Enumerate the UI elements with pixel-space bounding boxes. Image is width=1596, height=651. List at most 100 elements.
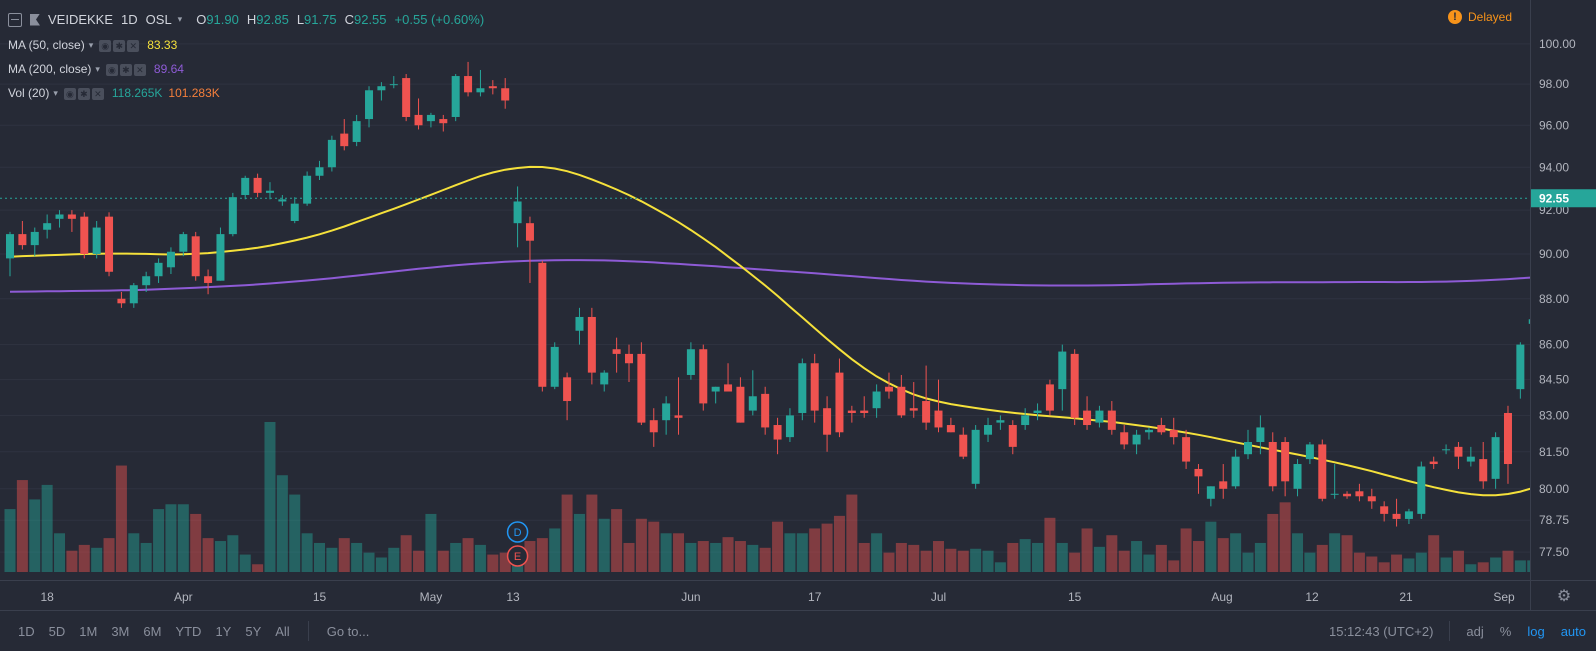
- time-tick-label: 13: [506, 590, 520, 604]
- symbol-name[interactable]: VEIDEKKE: [48, 12, 114, 27]
- ma50-label[interactable]: MA (50, close): [8, 38, 85, 52]
- eye-icon[interactable]: ◉: [99, 40, 112, 52]
- chart-area[interactable]: DEE VEIDEKKE 1D OSL ▾ O91.90 H92.85 L91.…: [0, 0, 1530, 580]
- log-toggle[interactable]: log: [1527, 623, 1545, 639]
- candle-body: [550, 346, 559, 387]
- candle-body: [340, 133, 349, 147]
- gear-icon[interactable]: ✱: [113, 40, 126, 52]
- ma200-line: [9, 259, 1530, 293]
- candle-body: [686, 349, 695, 375]
- range-ytd-button[interactable]: YTD: [175, 623, 202, 639]
- candle-body: [18, 234, 27, 246]
- volume-bar: [177, 504, 189, 572]
- volume-bar: [29, 499, 41, 572]
- candle-body: [835, 372, 844, 433]
- collapse-icon[interactable]: [8, 12, 22, 27]
- volume-bar: [1391, 554, 1403, 572]
- gear-icon[interactable]: ✱: [119, 64, 132, 76]
- chevron-down-icon[interactable]: ▾: [88, 39, 94, 50]
- volume-bar: [214, 541, 226, 572]
- candle-body: [785, 415, 794, 438]
- range-5d-button[interactable]: 5D: [48, 623, 66, 639]
- volume-bar: [1452, 550, 1464, 572]
- price-tick-label: 94.00: [1539, 160, 1569, 174]
- candle-body: [872, 391, 881, 409]
- candle-body: [1305, 444, 1314, 460]
- volume-bar: [1081, 528, 1093, 572]
- delayed-badge[interactable]: ! Delayed: [1448, 10, 1512, 24]
- volume-bar: [635, 518, 647, 572]
- candle-body: [389, 84, 398, 86]
- candle-body: [129, 285, 138, 304]
- candle-body: [1058, 351, 1067, 390]
- close-icon[interactable]: ✕: [133, 64, 146, 76]
- interval-label[interactable]: 1D: [121, 12, 138, 27]
- range-1y-button[interactable]: 1Y: [215, 623, 232, 639]
- ma200-label[interactable]: MA (200, close): [8, 62, 92, 76]
- scale-tools: 15:12:43 (UTC+2) adj % log auto: [1329, 621, 1586, 641]
- candle-body: [303, 175, 312, 204]
- percent-toggle[interactable]: %: [1499, 623, 1512, 639]
- volume-bar: [945, 548, 957, 572]
- candle-body: [464, 76, 473, 93]
- volume-bar: [153, 509, 165, 572]
- volume-bar: [1168, 560, 1180, 572]
- price-axis[interactable]: 100.00 98.00 96.00 94.00 92.00 90.00 88.00 86.0…: [1530, 0, 1596, 580]
- bottom-toolbar: 1D 5D 1M 3M 6M YTD 1Y 5Y All Go to... 15…: [0, 610, 1596, 651]
- range-6m-button[interactable]: 6M: [143, 623, 162, 639]
- volume-bar: [1353, 552, 1365, 572]
- volume-bar: [871, 533, 883, 572]
- candle-body: [451, 76, 460, 117]
- price-chart[interactable]: DEE: [0, 0, 1530, 580]
- ma200-legend[interactable]: MA (200, close) ▾ ◉ ✱ ✕ 89.64: [8, 62, 184, 76]
- volume-bar: [1403, 558, 1415, 572]
- range-5y-button[interactable]: 5Y: [245, 623, 262, 639]
- candle-body: [179, 234, 188, 252]
- time-tick-label: 18: [40, 590, 54, 604]
- candle-body: [909, 408, 918, 411]
- eye-icon[interactable]: ◉: [105, 64, 118, 76]
- chevron-down-icon[interactable]: ▾: [53, 87, 58, 98]
- volume-bar: [91, 547, 103, 572]
- volume-legend[interactable]: Vol (20) ▾ ◉ ✱ ✕ 118.265K 101.283K: [8, 86, 220, 100]
- warning-icon: !: [1448, 10, 1462, 24]
- candle-body: [1491, 437, 1500, 479]
- auto-toggle[interactable]: auto: [1560, 623, 1586, 639]
- range-all-button[interactable]: All: [275, 623, 290, 639]
- adj-toggle[interactable]: adj: [1466, 623, 1484, 639]
- volume-bar: [4, 509, 16, 572]
- chevron-down-icon[interactable]: ▾: [95, 63, 100, 74]
- candle-body: [884, 386, 893, 392]
- volume-label[interactable]: Vol (20): [8, 86, 50, 100]
- eye-icon[interactable]: ◉: [63, 88, 76, 100]
- candle-body: [946, 425, 955, 433]
- candle-body: [402, 78, 411, 117]
- close-icon[interactable]: ✕: [127, 40, 140, 52]
- candle-body: [426, 114, 435, 122]
- candle-body: [538, 262, 547, 387]
- candle-body: [637, 353, 646, 423]
- close-value: 92.55: [353, 12, 387, 27]
- candle-body: [439, 119, 448, 124]
- time-axis[interactable]: 18 Apr 15 May 13 Jun 17 Jul 15 Aug 12 21 Sep: [0, 580, 1530, 611]
- volume-bar: [809, 528, 821, 572]
- close-icon[interactable]: ✕: [91, 88, 104, 100]
- exchange-label[interactable]: OSL: [145, 12, 172, 27]
- goto-button[interactable]: Go to...: [326, 623, 370, 639]
- volume-bar: [734, 541, 746, 572]
- range-1d-button[interactable]: 1D: [18, 623, 35, 639]
- volume-bar: [462, 538, 474, 572]
- range-1m-button[interactable]: 1M: [79, 623, 98, 639]
- candle-body: [327, 139, 336, 168]
- ma50-legend[interactable]: MA (50, close) ▾ ◉ ✱ ✕ 83.33: [8, 38, 177, 52]
- settings-icon[interactable]: ⚙: [1530, 580, 1596, 611]
- chevron-down-icon[interactable]: ▾: [177, 14, 183, 24]
- range-3m-button[interactable]: 3M: [111, 623, 130, 639]
- volume-bar: [673, 533, 685, 572]
- flag-icon[interactable]: [30, 13, 40, 26]
- volume-bar: [276, 475, 288, 572]
- gear-icon[interactable]: ✱: [77, 88, 90, 100]
- volume-bar: [536, 538, 548, 572]
- candle-body: [414, 114, 423, 126]
- candle-body: [810, 363, 819, 411]
